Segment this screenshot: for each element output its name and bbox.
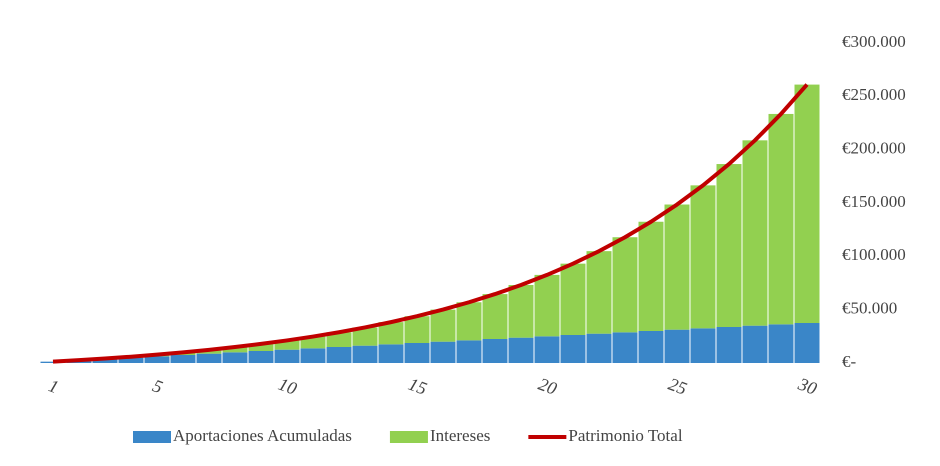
bar: [716, 327, 742, 363]
x-tick-label: 5: [150, 375, 165, 397]
bar: [560, 263, 586, 335]
bar: [664, 204, 690, 330]
bar: [508, 337, 534, 363]
y-tick-label: €100.000: [842, 245, 906, 264]
bar: [638, 331, 664, 363]
bar: [716, 164, 742, 327]
bar: [560, 335, 586, 363]
bar: [612, 237, 638, 333]
bar: [742, 140, 768, 326]
bar: [742, 325, 768, 363]
bar: [768, 324, 794, 363]
bar: [352, 327, 378, 346]
bar: [794, 323, 820, 363]
bar: [612, 332, 638, 363]
y-tick-label: €250.000: [842, 85, 906, 104]
y-tick-label: €-: [842, 352, 857, 371]
y-tick-label: €50.000: [842, 299, 897, 318]
x-tick-label: 25: [666, 374, 690, 399]
x-tick-label: 1: [46, 375, 61, 397]
bar: [638, 221, 664, 331]
bar: [456, 302, 482, 341]
x-tick-label: 20: [536, 374, 560, 399]
bar: [300, 336, 326, 349]
bar: [586, 333, 612, 363]
bar: [40, 361, 66, 363]
bar: [196, 353, 222, 363]
bar: [118, 357, 144, 363]
x-tick-label: 15: [406, 374, 430, 399]
bar: [248, 351, 274, 363]
bar: [456, 340, 482, 363]
bar: [534, 274, 560, 337]
bar: [326, 332, 352, 347]
bar: [300, 348, 326, 363]
bar: [794, 84, 820, 324]
legend-label: Patrimonio Total: [568, 426, 682, 445]
bar: [690, 185, 716, 329]
bar: [352, 345, 378, 363]
y-tick-label: €300.000: [842, 32, 906, 51]
bar: [274, 349, 300, 363]
bar: [92, 359, 118, 363]
bar: [170, 355, 196, 363]
bar: [664, 329, 690, 363]
bar: [404, 343, 430, 363]
legend-label: Aportaciones Acumuladas: [173, 426, 352, 445]
bar: [222, 352, 248, 363]
bar: [274, 340, 300, 350]
bar: [144, 356, 170, 363]
bar: [482, 294, 508, 339]
legend-label: Intereses: [430, 426, 490, 445]
bar: [248, 343, 274, 351]
bar: [378, 322, 404, 345]
legend-swatch: [389, 431, 428, 443]
legend-swatch: [133, 431, 171, 443]
bar: [508, 285, 534, 338]
y-tick-label: €200.000: [842, 139, 906, 158]
x-tick-label: 30: [795, 373, 820, 398]
bar: [430, 341, 456, 363]
bar: [404, 316, 430, 343]
bar: [326, 347, 352, 363]
bar: [768, 113, 794, 325]
bar: [378, 344, 404, 363]
bar: [430, 309, 456, 342]
bar: [482, 339, 508, 363]
line: [52, 83, 809, 364]
bar: [534, 336, 560, 363]
bar: [690, 328, 716, 363]
x-tick-label: 10: [276, 374, 300, 399]
bar: [586, 251, 612, 334]
bar: [222, 347, 248, 353]
y-tick-label: €150.000: [842, 192, 906, 211]
